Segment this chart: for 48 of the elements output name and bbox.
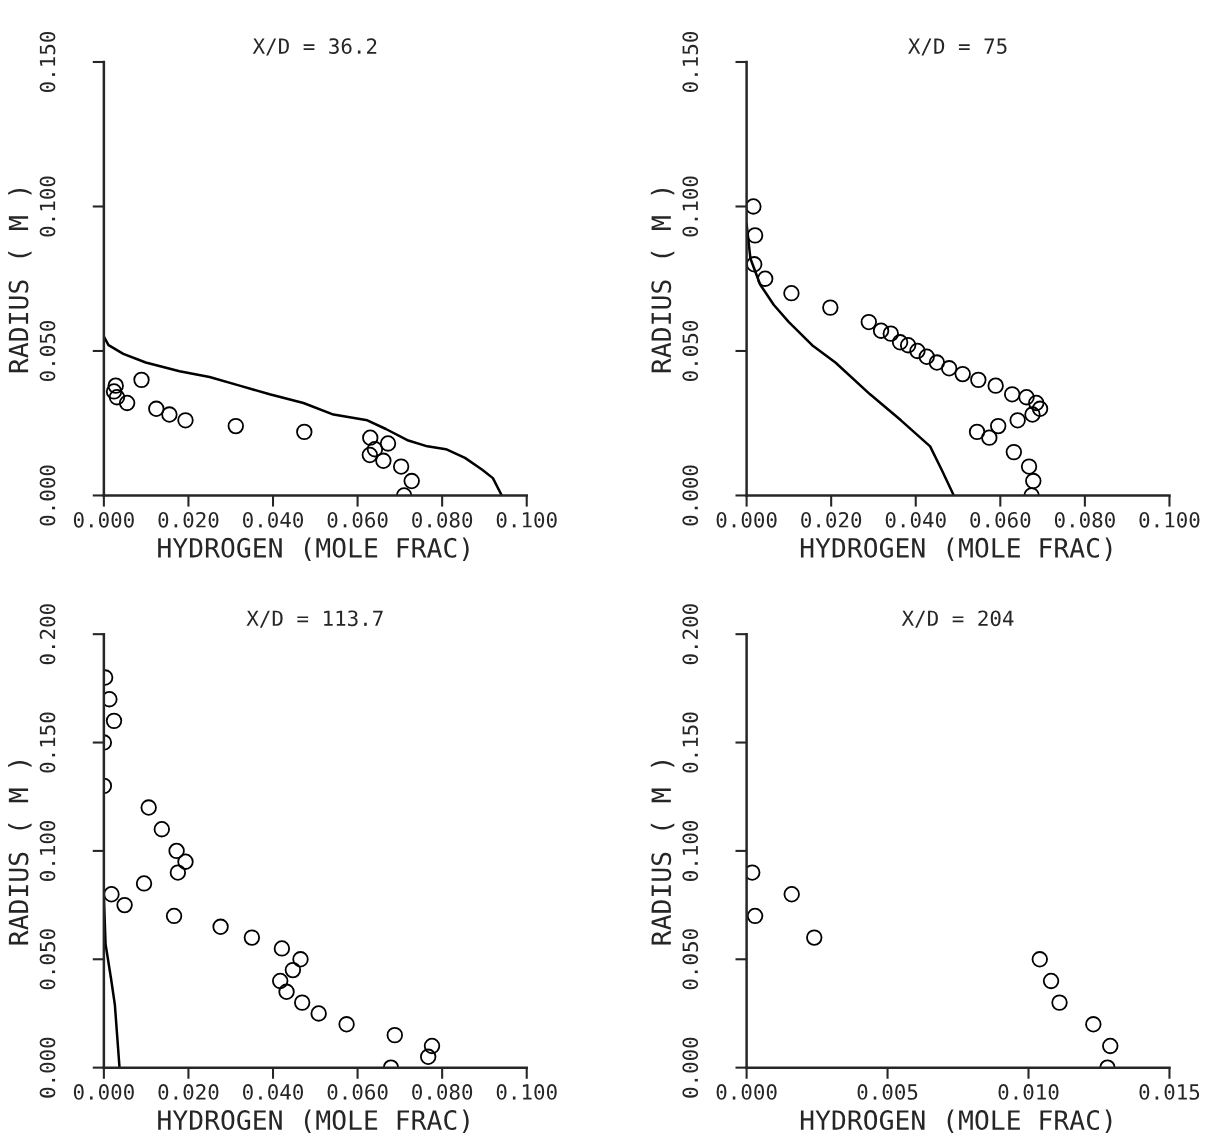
x-tick-label: 0.040 [243,1084,304,1100]
x-tick-label: 0.000 [716,511,777,528]
x-tick-label: 0.080 [412,511,473,528]
y-axis-title: RADIUS ( M ) [650,188,675,373]
x-tick-label: 0.060 [970,511,1031,528]
x-axis-title: HYDROGEN (MOLE FRAC) [800,1109,1112,1134]
x-axis-title: HYDROGEN (MOLE FRAC) [800,537,1112,561]
chart-title: X/D = 36.2 [252,38,377,56]
x-axis-title: HYDROGEN (MOLE FRAC) [158,1109,469,1134]
y-axis-title: RADIUS ( M ) [8,761,32,945]
x-tick-label: 0.080 [1054,511,1115,528]
x-tick-label: 0.100 [496,511,557,528]
x-tick-label: 0.060 [327,511,388,528]
x-tick-label: 0.100 [1139,511,1200,528]
x-axis-title: HYDROGEN (MOLE FRAC) [158,537,469,561]
y-tick-label: 0.050 [39,320,56,381]
x-tick-label: 0.080 [412,1084,473,1100]
y-tick-label: 0.050 [682,929,699,990]
chart-title: X/D = 113.7 [246,610,383,628]
x-tick-label: 0.060 [327,1084,388,1100]
y-tick-label: 0.100 [682,820,699,881]
x-tick-label: 0.020 [158,1084,219,1100]
x-tick-label: 0.010 [998,1084,1059,1100]
y-tick-label: 0.100 [39,176,56,237]
chart-title: X/D = 204 [901,610,1014,628]
y-tick-label: 0.050 [39,929,56,990]
y-tick-label: 0.200 [682,604,699,665]
y-tick-label: 0.100 [39,820,56,881]
x-tick-label: 0.000 [73,1084,134,1100]
y-tick-label: 0.200 [39,604,56,665]
x-tick-label: 0.020 [801,511,862,528]
y-tick-label: 0.050 [682,320,699,381]
x-tick-label: 0.040 [885,511,946,528]
x-tick-label: 0.040 [243,511,304,528]
y-axis-title: RADIUS ( M ) [8,188,32,373]
x-tick-label: 0.005 [857,1084,918,1100]
chart-title: X/D = 75 [908,38,1007,56]
y-tick-label: 0.150 [682,31,699,92]
x-tick-label: 0.000 [73,511,134,528]
y-axis-title: RADIUS ( M ) [650,761,675,945]
x-tick-label: 0.015 [1139,1084,1200,1100]
y-tick-label: 0.100 [682,176,699,237]
x-tick-label: 0.020 [158,511,219,528]
x-tick-label: 0.000 [716,1084,777,1100]
y-tick-label: 0.150 [39,31,56,92]
x-tick-label: 0.100 [496,1084,557,1100]
y-tick-label: 0.150 [39,712,56,773]
y-tick-label: 0.150 [682,712,699,773]
